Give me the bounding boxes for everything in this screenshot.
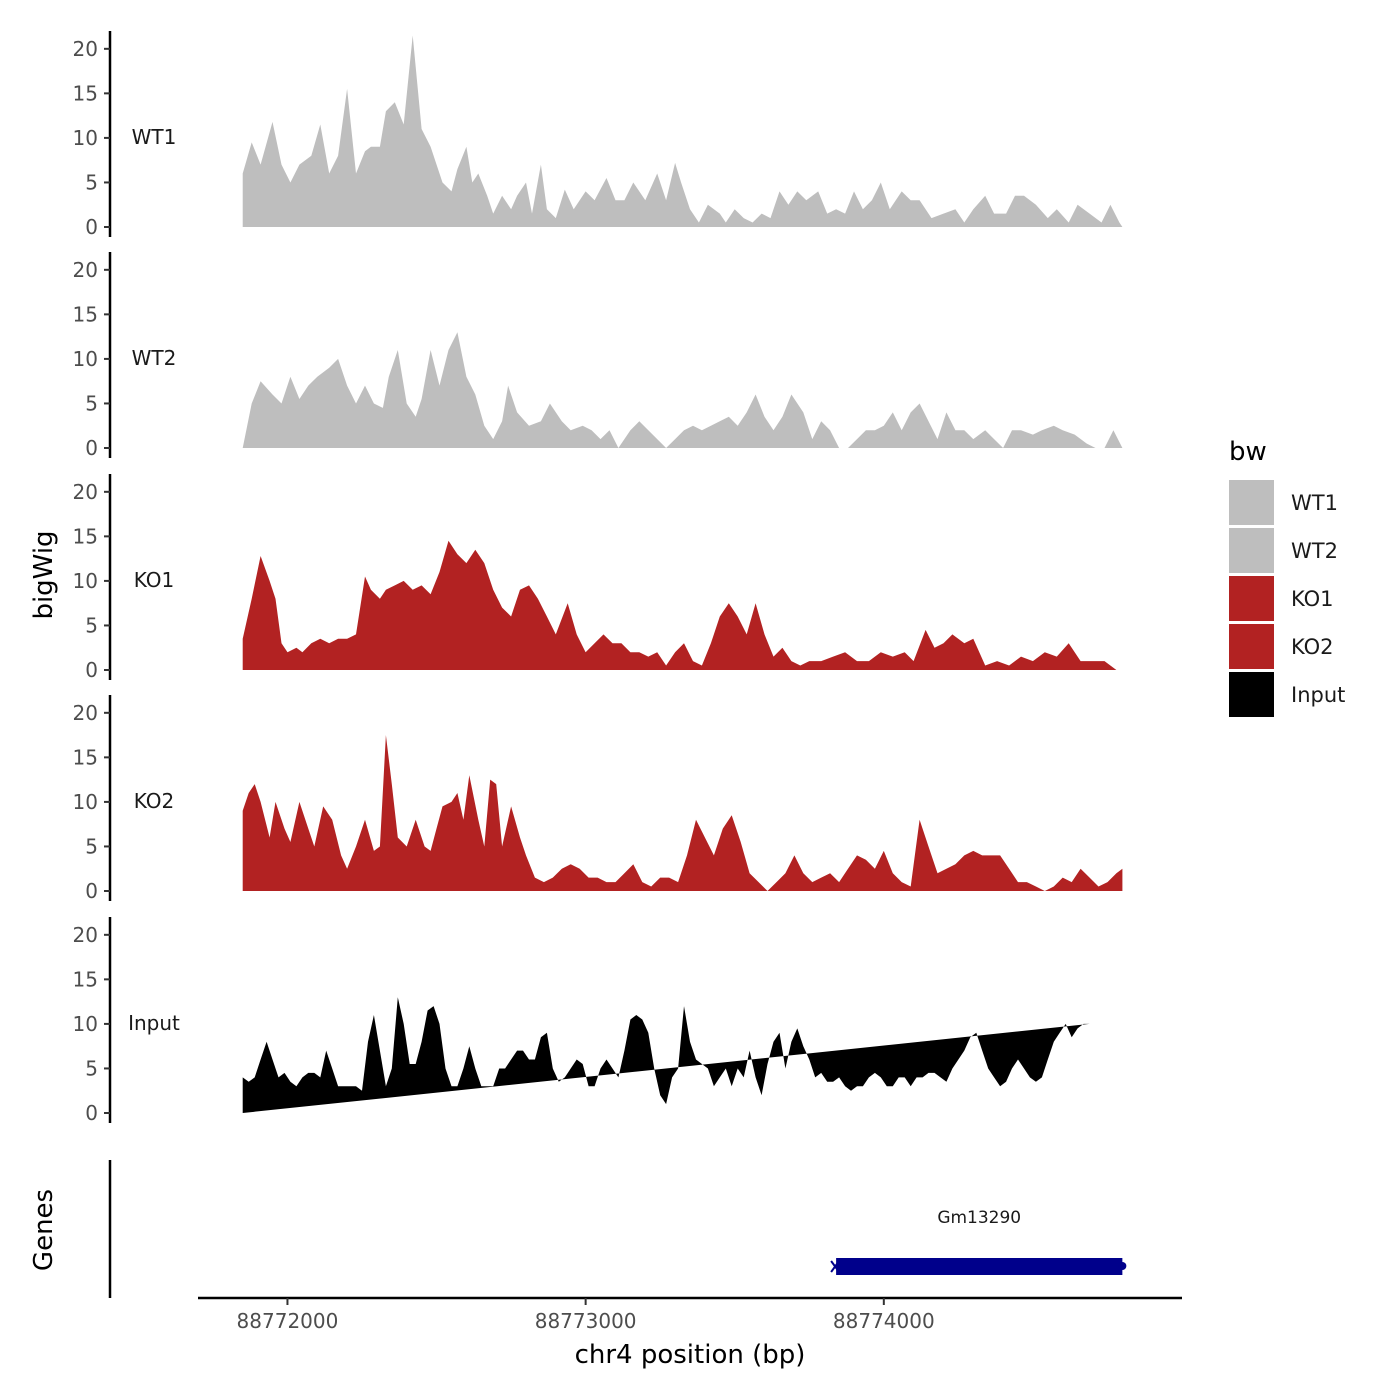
legend-key-wt2 <box>1229 528 1274 573</box>
wt2-y-tick-label: 15 <box>73 302 98 326</box>
ko2-y-tick-label: 0 <box>85 879 98 903</box>
x-tick-label: 88774000 <box>833 1309 935 1333</box>
input-y-tick-label: 10 <box>73 1012 98 1036</box>
legend-key-ko2 <box>1229 624 1274 669</box>
ko2-y-tick-label: 15 <box>73 745 98 769</box>
legend-label-wt1: WT1 <box>1291 491 1338 515</box>
wt2-y-tick-label: 20 <box>73 258 98 282</box>
input-track-label: Input <box>128 1011 180 1035</box>
ko2-y-tick-label: 20 <box>73 701 98 725</box>
gene-start-marker <box>830 1260 840 1273</box>
input-y-tick-label: 15 <box>73 967 98 991</box>
legend-key-wt1 <box>1229 480 1274 525</box>
legend-key-input <box>1229 672 1274 717</box>
ko2-track-label: KO2 <box>134 789 175 813</box>
legend-label-ko1: KO1 <box>1291 587 1334 611</box>
x-tick-label: 88773000 <box>535 1309 637 1333</box>
gene-body-gm13290 <box>836 1258 1123 1275</box>
wt1-y-tick-label: 5 <box>85 170 98 194</box>
legend-label-input: Input <box>1291 683 1345 707</box>
wt2-y-tick-label: 0 <box>85 436 98 460</box>
wt2-track-label: WT2 <box>132 346 177 370</box>
x-axis-title: chr4 position (bp) <box>575 1340 806 1370</box>
wt2-signal-area <box>242 332 1123 448</box>
ko1-track-label: KO1 <box>134 568 175 592</box>
wt2-y-tick-label: 10 <box>73 347 98 371</box>
ko1-signal-area <box>242 540 1117 670</box>
legend-label-wt2: WT2 <box>1291 539 1338 563</box>
input-y-tick-label: 20 <box>73 923 98 947</box>
ko1-y-tick-label: 20 <box>73 480 98 504</box>
ko1-y-tick-label: 15 <box>73 524 98 548</box>
input-y-tick-label: 0 <box>85 1101 98 1125</box>
wt1-track-label: WT1 <box>132 125 177 149</box>
y-axis-title: bigWig <box>29 530 59 619</box>
ko2-y-tick-label: 5 <box>85 834 98 858</box>
legend-label-ko2: KO2 <box>1291 635 1334 659</box>
ko1-y-tick-label: 10 <box>73 569 98 593</box>
gene-label: Gm13290 <box>937 1208 1021 1228</box>
ko1-y-tick-label: 5 <box>85 613 98 637</box>
input-signal-area <box>242 997 1090 1113</box>
wt2-y-tick-label: 5 <box>85 391 98 415</box>
x-tick-label: 88772000 <box>237 1309 339 1333</box>
ko2-signal-area <box>242 735 1123 891</box>
wt1-y-tick-label: 0 <box>85 215 98 239</box>
wt1-y-tick-label: 10 <box>73 126 98 150</box>
wt1-y-tick-label: 20 <box>73 37 98 61</box>
input-y-tick-label: 5 <box>85 1056 98 1080</box>
wt1-y-tick-label: 15 <box>73 81 98 105</box>
ko1-y-tick-label: 0 <box>85 658 98 682</box>
legend-title: bw <box>1229 437 1267 467</box>
genes-axis-title: Genes <box>29 1189 59 1271</box>
gene-end-marker <box>1118 1262 1127 1270</box>
ko2-y-tick-label: 10 <box>73 790 98 814</box>
wt1-signal-area <box>242 35 1123 227</box>
legend-key-ko1 <box>1229 576 1274 621</box>
